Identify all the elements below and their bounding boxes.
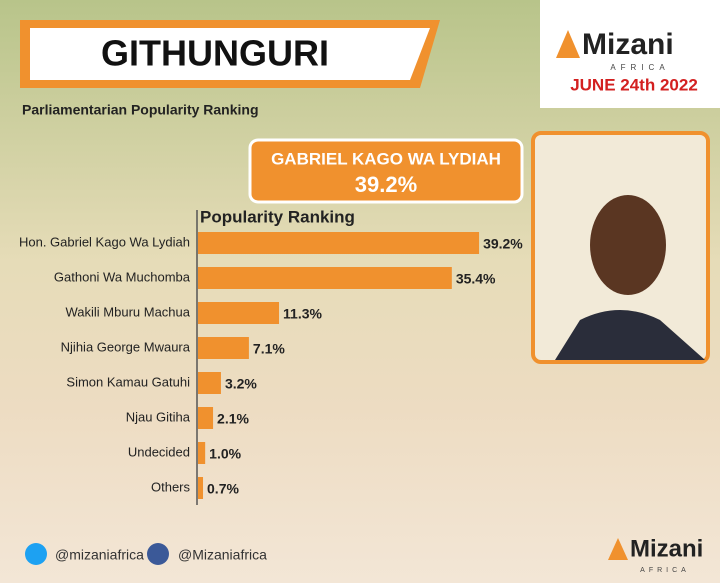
category-label: Njau Gitiha — [126, 409, 191, 424]
facebook-handle: @Mizaniafrica — [178, 547, 267, 563]
category-label: Wakili Mburu Machua — [65, 304, 190, 319]
bar — [198, 267, 452, 289]
leader-share: 39.2% — [355, 172, 417, 197]
page-title: GITHUNGURI — [101, 33, 329, 74]
value-label: 39.2% — [483, 236, 523, 252]
value-label: 3.2% — [225, 376, 257, 392]
category-label: Njihia George Mwaura — [61, 339, 191, 354]
date: JUNE 24th 2022 — [570, 75, 698, 94]
category-label: Undecided — [128, 444, 190, 459]
subtitle: Parliamentarian Popularity Ranking — [22, 102, 259, 118]
value-label: 35.4% — [456, 271, 496, 287]
bar — [198, 407, 214, 429]
value-label: 11.3% — [283, 306, 322, 322]
value-label: 0.7% — [207, 481, 239, 497]
title-banner — [30, 28, 430, 80]
category-label: Simon Kamau Gatuhi — [66, 374, 190, 389]
logo-mark — [556, 30, 580, 58]
category-label: Others — [151, 479, 191, 494]
photo-face — [590, 195, 666, 295]
footer-logo-mark — [608, 538, 628, 560]
value-label: 7.1% — [253, 341, 285, 357]
logo-region: AFRICA — [610, 63, 669, 72]
twitter-icon — [25, 543, 47, 565]
bar — [198, 372, 221, 394]
photo-suit — [555, 310, 705, 360]
bar — [198, 477, 204, 499]
bar — [198, 302, 280, 324]
category-label: Hon. Gabriel Kago Wa Lydiah — [19, 234, 190, 249]
chart-title: Popularity Ranking — [200, 207, 355, 226]
bar — [198, 337, 249, 359]
bar — [198, 232, 480, 254]
facebook-icon — [147, 543, 169, 565]
bar — [198, 442, 206, 464]
footer-logo-region: AFRICA — [640, 567, 690, 574]
value-label: 2.1% — [217, 411, 249, 427]
twitter-handle: @mizaniafrica — [55, 547, 144, 563]
leader-box — [248, 138, 524, 204]
logo-name: Mizani — [582, 28, 674, 61]
leader-name: GABRIEL KAGO WA LYDIAH — [271, 149, 501, 168]
bar-chart: Popularity Ranking Hon. Gabriel Kago Wa … — [19, 207, 523, 505]
value-label: 1.0% — [209, 446, 241, 462]
footer-logo-name: Mizani — [630, 535, 703, 562]
category-label: Gathoni Wa Muchomba — [54, 269, 191, 284]
